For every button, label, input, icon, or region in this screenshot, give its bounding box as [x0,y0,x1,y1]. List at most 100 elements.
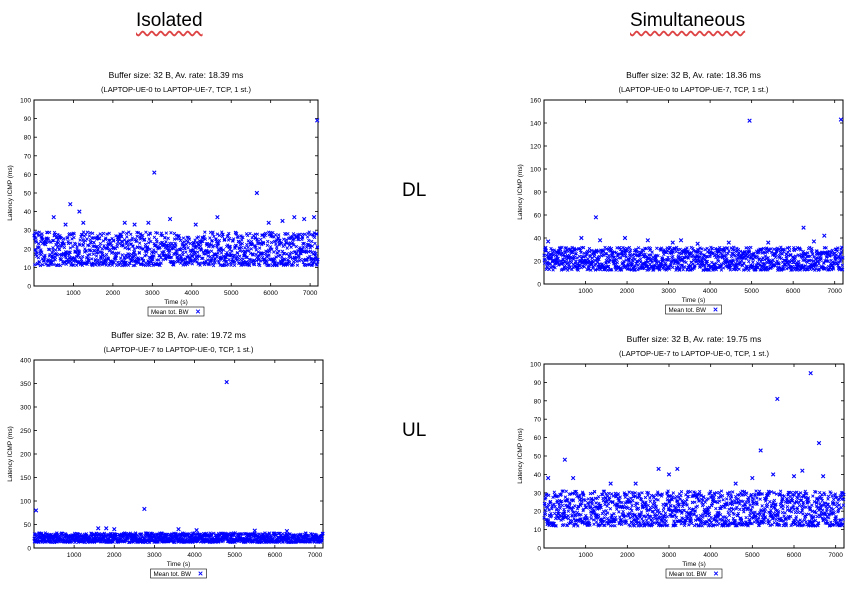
scatter-point [210,257,214,261]
scatter-point [596,516,600,520]
scatter-point [671,254,675,259]
scatter-point [613,515,618,520]
scatter-point [543,501,547,506]
scatter-point [760,251,764,255]
scatter-point [602,519,606,523]
scatter-point [708,518,712,523]
y-tick-label: 50 [534,454,542,461]
scatter-point [146,241,151,245]
scatter-point [114,253,119,258]
scatter-point [132,247,137,251]
scatter-point [839,247,843,251]
scatter-point [624,520,629,525]
column-header-simultaneous: Simultaneous [630,10,746,31]
scatter-point-outlier [315,118,320,123]
scatter-point-outlier [822,233,827,238]
scatter-point [569,492,573,496]
scatter-point [687,506,692,511]
scatter-point [566,514,570,518]
scatter-point [286,231,290,236]
scatter-point [220,230,224,234]
scatter-point-outlier [645,238,651,243]
scatter-point [602,489,607,493]
scatter-point [278,239,282,243]
scatter-point [773,263,778,268]
scatter-point [52,230,57,235]
scatter-point [86,253,90,258]
scatter-point [655,246,659,250]
scatter-point [309,239,314,244]
scatter-point [626,262,630,266]
scatter-point [660,492,665,496]
scatter-point [90,257,94,261]
scatter-point [166,248,170,253]
scatter-point [41,262,45,267]
scatter-point [89,241,93,245]
scatter-point [105,244,110,249]
scatter-point [737,267,741,271]
scatter-point [36,255,41,260]
scatter-point [581,245,586,250]
scatter-point [73,242,78,247]
scatter-point [154,250,158,254]
scatter-point [112,260,116,265]
y-tick-label: 70 [534,417,542,424]
scatter-point [734,268,739,272]
scatter-point [616,492,621,496]
scatter-point [615,260,620,265]
scatter-point [679,252,684,256]
scatter-point [838,256,842,260]
scatter-point [143,263,148,268]
scatter-point [72,232,76,236]
scatter-point [664,250,669,255]
scatter-point [312,235,317,240]
scatter-point [126,243,130,248]
scatter-point [221,248,226,252]
scatter-point [570,267,574,272]
scatter-point [53,248,58,252]
scatter-point [693,500,697,504]
scatter-point [793,254,798,258]
scatter-point [184,242,189,247]
legend: Mean tot. BW [665,304,722,315]
legend-marker [713,307,718,312]
scatter-point [43,253,47,258]
scatter-point [746,268,751,272]
scatter-point [85,237,89,241]
scatter-point [579,250,583,255]
x-tick-label: 4000 [703,552,718,559]
scatter-point [590,502,595,506]
scatter-point [681,255,686,260]
scatter-point [640,491,644,495]
scatter-point [282,237,286,241]
scatter-point [175,248,179,252]
x-tick-label: 7000 [303,290,318,297]
y-tick-label: 160 [530,98,541,105]
scatter-point [648,499,653,504]
scatter-point [728,263,733,268]
x-tick-label: 6000 [787,552,802,559]
scatter-point [644,523,648,527]
scatter-point [131,244,135,249]
scatter-point [693,263,697,268]
scatter-point [269,240,274,245]
scatter-point [145,246,150,251]
scatter-point [288,255,293,260]
scatter-point [676,248,680,252]
scatter-point [811,259,815,263]
scatter-point [163,235,167,240]
scatter-point [559,518,563,522]
scatter-point [162,242,167,246]
scatter-point [129,232,133,237]
scatter-point [605,516,610,521]
scatter-point [776,262,780,266]
scatter-point [610,513,614,517]
scatter-point [304,250,309,255]
scatter-point [93,534,97,538]
scatter-point [698,246,702,250]
x-tick-label: 5000 [224,290,239,297]
scatter-point [97,236,102,241]
scatter-point [123,246,127,250]
scatter-point [642,266,646,271]
scatter-point [111,239,116,243]
